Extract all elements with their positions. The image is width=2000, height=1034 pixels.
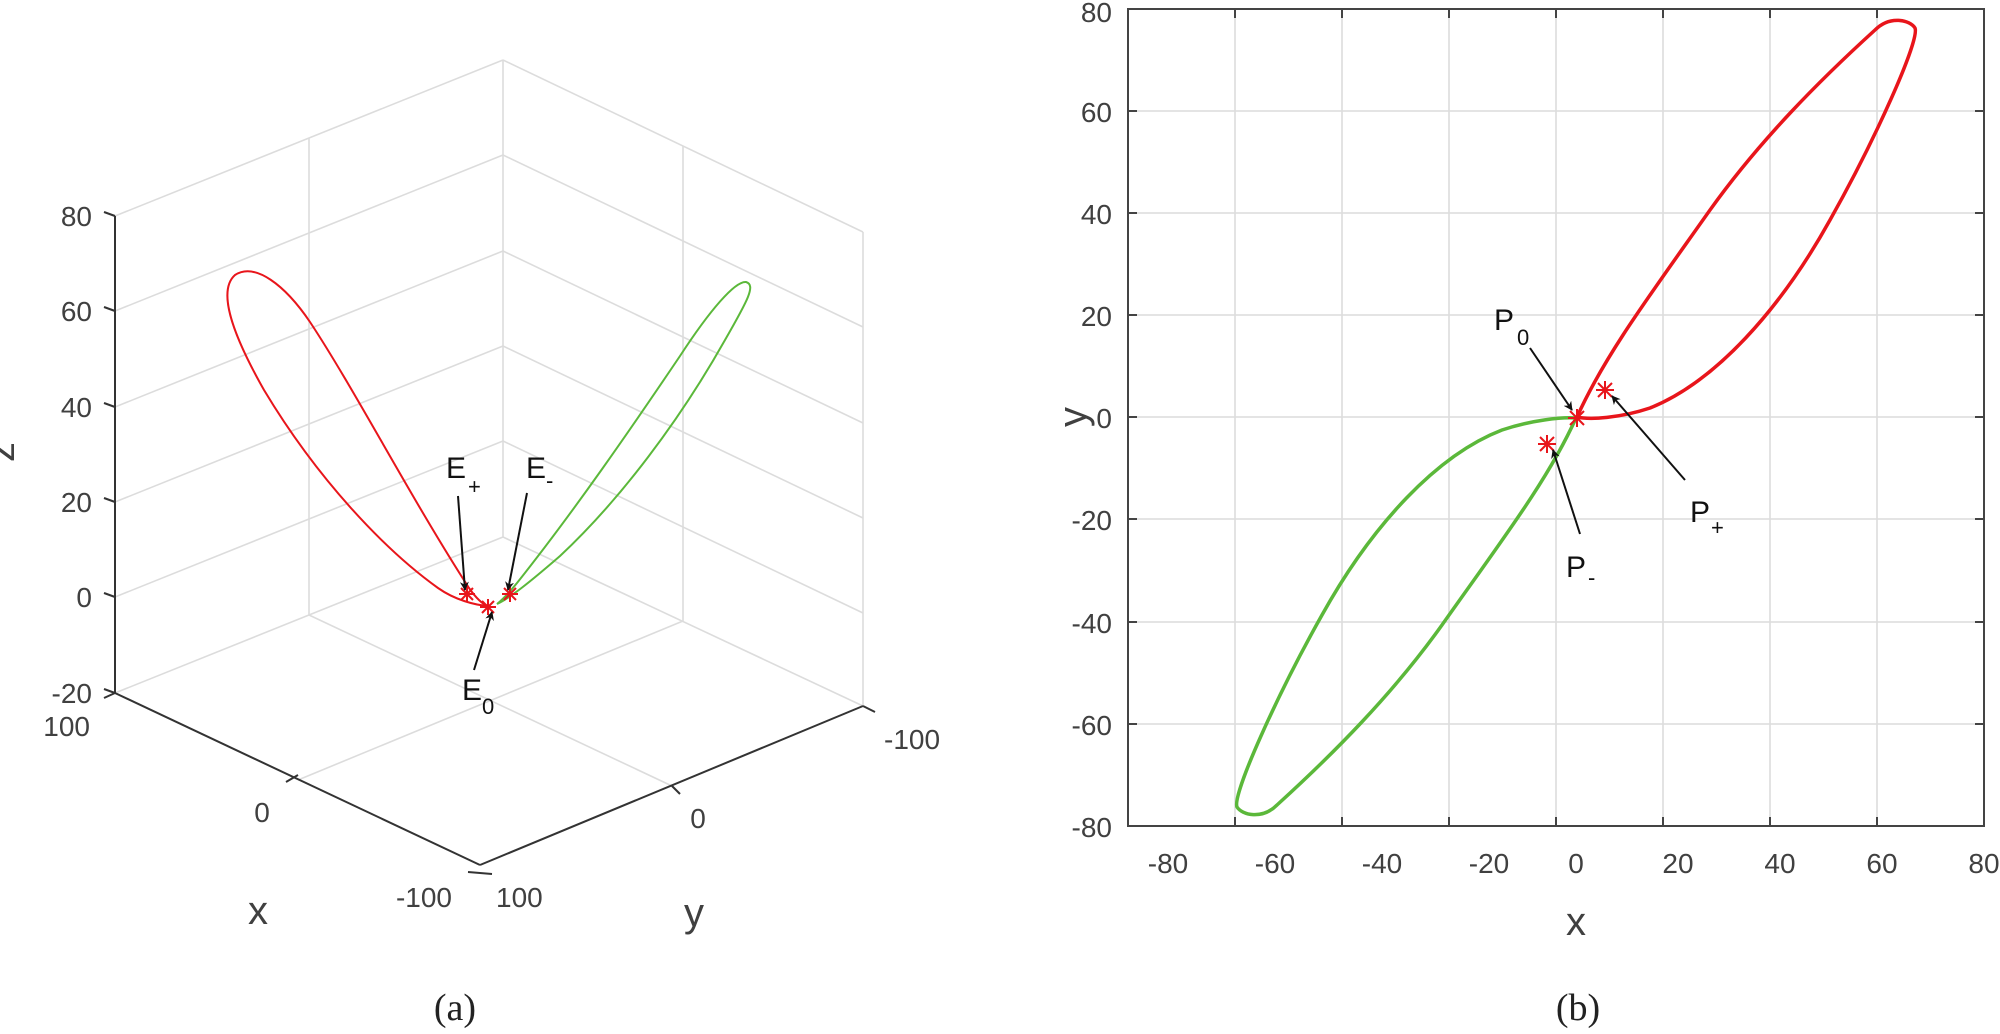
y-tick-neg100: -100 <box>884 724 940 755</box>
panel-a-annotation-E-plus: E + <box>446 452 481 499</box>
svg-text:0: 0 <box>482 694 494 719</box>
z-tick-60: 60 <box>61 296 92 327</box>
panel-b-annotation-P-zero: P 0 <box>1494 304 1529 350</box>
panel-a-z-tick-labels: 80 60 40 20 0 -20 <box>52 201 92 709</box>
svg-text:40: 40 <box>1081 199 1112 230</box>
panel-a-gridlines <box>114 59 864 787</box>
panel-b-markers <box>1538 381 1614 453</box>
panel-b-red-orbit <box>1574 18 1918 420</box>
panel-b-x-tick-labels: -80 -60 -40 -20 0 20 40 60 80 <box>1148 848 2000 879</box>
svg-text:P: P <box>1494 304 1514 337</box>
panel-a-y-tick-labels: 100 0 -100 <box>496 724 940 913</box>
svg-text:-: - <box>546 468 553 493</box>
panel-b-y-tick-labels: 80 60 40 20 0 -20 -40 -60 -80 <box>1072 0 1112 843</box>
svg-text:-: - <box>1588 565 1595 590</box>
y-tick-0: 0 <box>690 803 706 834</box>
z-tick-20: 20 <box>61 487 92 518</box>
z-tick-40: 40 <box>61 392 92 423</box>
y-tick-100: 100 <box>496 882 543 913</box>
panel-a-red-orbit <box>226 270 489 607</box>
x-tick-100: 100 <box>43 711 90 742</box>
svg-text:60: 60 <box>1866 848 1897 879</box>
svg-text:-20: -20 <box>1469 848 1509 879</box>
svg-text:-40: -40 <box>1362 848 1402 879</box>
svg-text:-20: -20 <box>1072 505 1112 536</box>
panel-a-z-label: z <box>0 442 23 462</box>
panel-b-x-label: x <box>1566 900 1586 944</box>
z-tick-80: 80 <box>61 201 92 232</box>
panel-b-caption: (b) <box>1556 987 1600 1029</box>
svg-text:-60: -60 <box>1255 848 1295 879</box>
panel-a-3d-plot: 80 60 40 20 0 -20 100 0 -100 100 0 - 100 … <box>0 59 940 1029</box>
svg-text:P: P <box>1690 496 1710 529</box>
panel-a-y-label: y <box>684 891 704 935</box>
svg-text:+: + <box>468 474 481 499</box>
x-tick-0: 0 <box>254 797 270 828</box>
panel-b-annotation-arrows <box>1529 347 1686 535</box>
svg-text:-80: -80 <box>1148 848 1188 879</box>
svg-text:0: 0 <box>1568 848 1584 879</box>
marker-E-minus <box>502 586 518 602</box>
svg-text:+: + <box>1711 515 1724 540</box>
panel-b-annotation-P-minus: P - <box>1566 551 1595 590</box>
panel-a-x-tick-labels: 100 0 -100 <box>43 711 452 913</box>
panel-a-green-orbit <box>496 281 752 605</box>
marker-E-zero <box>480 599 496 615</box>
svg-text:80: 80 <box>1968 848 1999 879</box>
x-tick-neg100: -100 <box>396 882 452 913</box>
marker-E-plus <box>459 586 475 602</box>
panel-a-x-label: x <box>248 889 268 933</box>
svg-text:E: E <box>526 452 546 485</box>
svg-text:20: 20 <box>1081 301 1112 332</box>
z-tick-0: 0 <box>76 582 92 613</box>
svg-text:E: E <box>446 452 466 485</box>
svg-text:E: E <box>462 674 482 707</box>
panel-a-caption: (a) <box>434 987 476 1029</box>
panel-b-ticks <box>1128 9 1984 826</box>
panel-a-annotation-E-zero: E 0 <box>462 674 494 719</box>
svg-text:0: 0 <box>1517 325 1529 350</box>
svg-text:-60: -60 <box>1072 710 1112 741</box>
marker-P-plus <box>1596 381 1614 399</box>
marker-P-minus <box>1538 435 1556 453</box>
panel-a-markers <box>459 586 518 615</box>
panel-a-annotation-arrows <box>457 492 528 671</box>
svg-text:P: P <box>1566 551 1586 584</box>
panel-b-y-label: y <box>1051 407 1095 427</box>
panel-a-axes <box>103 211 876 875</box>
panel-a-annotation-E-minus: E - <box>526 452 553 493</box>
svg-text:20: 20 <box>1662 848 1693 879</box>
panel-b-2d-plot: -80 -60 -40 -20 0 20 40 60 80 80 60 40 2… <box>1051 0 2000 1029</box>
z-tick-neg20: -20 <box>52 678 92 709</box>
panel-b-green-orbit <box>1234 416 1579 817</box>
svg-text:0: 0 <box>1096 403 1112 434</box>
panel-b-annotation-P-plus: P + <box>1690 496 1724 540</box>
svg-text:-80: -80 <box>1072 812 1112 843</box>
svg-text:40: 40 <box>1764 848 1795 879</box>
svg-text:80: 80 <box>1081 0 1112 28</box>
svg-text:-40: -40 <box>1072 608 1112 639</box>
marker-P-zero <box>1568 409 1586 427</box>
svg-text:60: 60 <box>1081 97 1112 128</box>
